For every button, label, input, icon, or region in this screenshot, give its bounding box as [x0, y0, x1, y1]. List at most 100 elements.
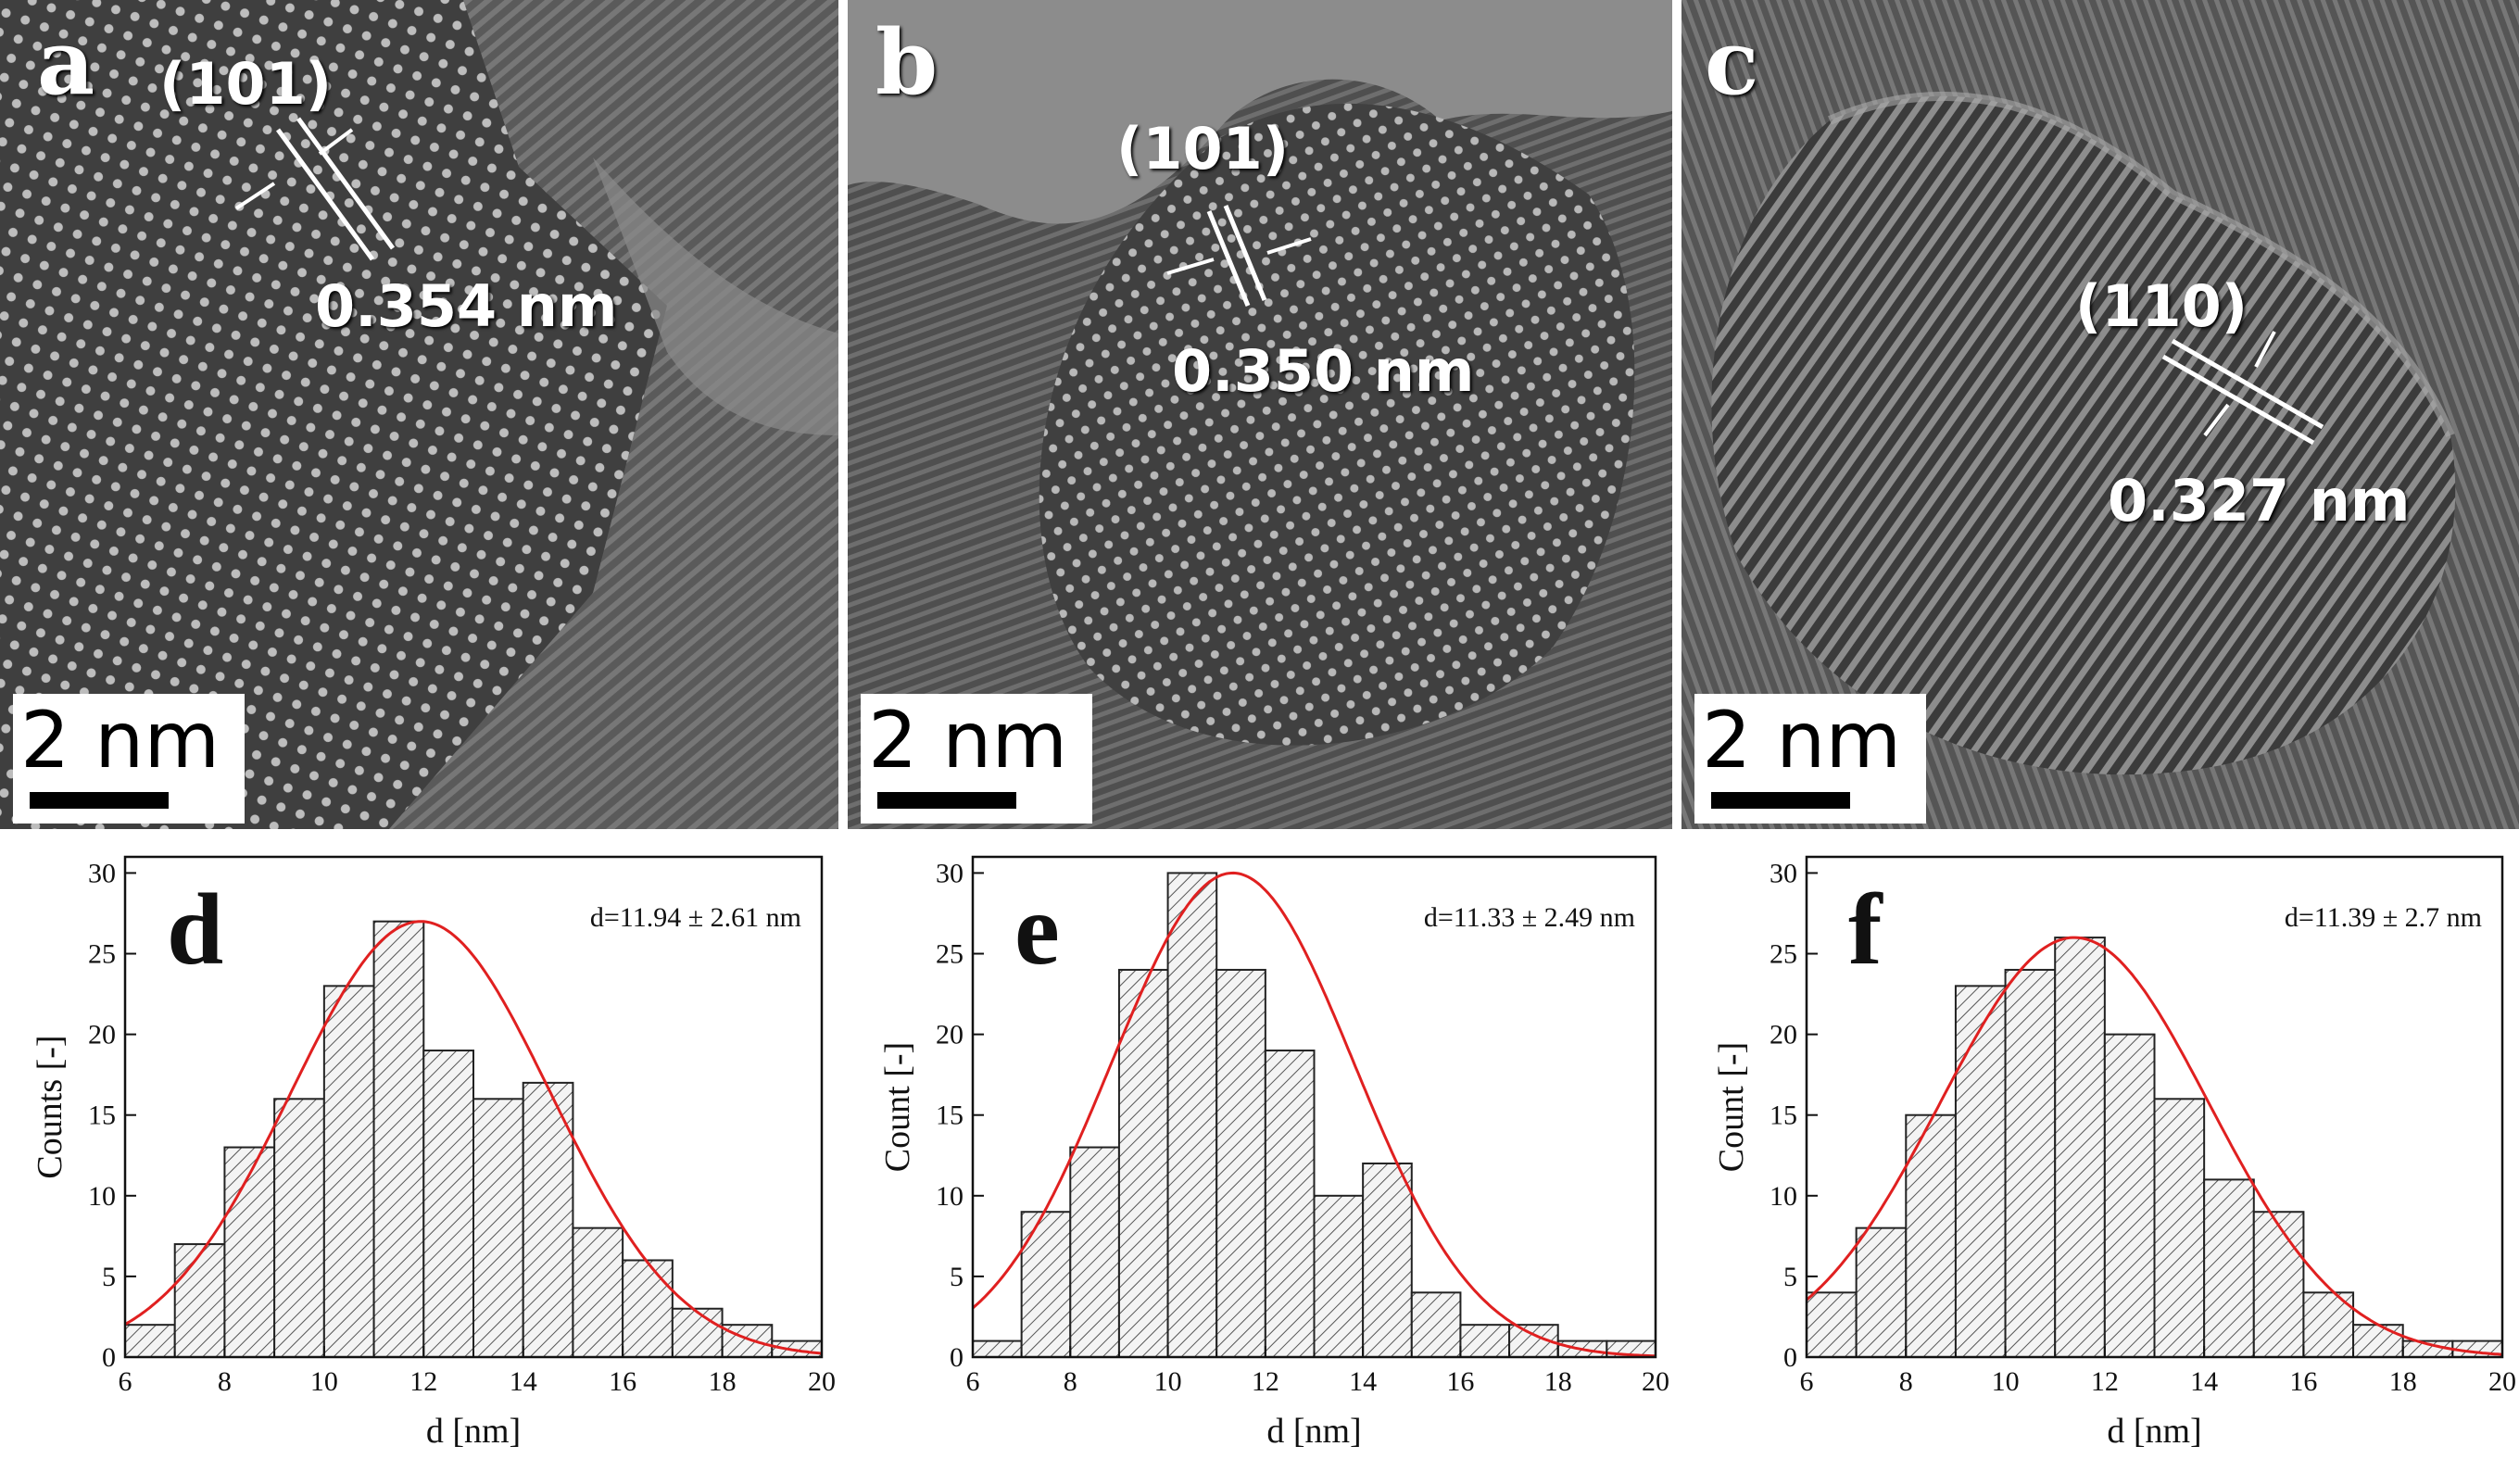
histogram-bar — [1313, 1194, 1365, 1358]
histogram-bar — [372, 920, 425, 1358]
histogram-bar — [1954, 985, 2007, 1359]
x-tick-label: 10 — [1154, 1366, 1182, 1397]
y-tick-label: 30 — [1770, 858, 1797, 888]
x-tick-label: 20 — [808, 1366, 836, 1397]
histogram-bar — [721, 1324, 774, 1359]
x-tick-label: 6 — [1800, 1366, 1814, 1397]
x-tick-label: 20 — [2488, 1366, 2516, 1397]
y-tick-label: 20 — [1770, 1020, 1797, 1050]
x-tick-label: 12 — [409, 1366, 437, 1397]
histogram-bar — [671, 1307, 724, 1359]
histogram-bar — [2054, 937, 2106, 1358]
x-tick-label: 8 — [1899, 1366, 1913, 1397]
histogram-bar — [1117, 968, 1169, 1358]
y-tick-label: 5 — [102, 1262, 116, 1292]
x-tick-label: 16 — [1446, 1366, 1474, 1397]
histogram-bar — [1410, 1291, 1462, 1358]
y-tick-label: 30 — [88, 858, 116, 888]
mean-sd-annotation: d=11.33 ± 2.49 nm — [1424, 902, 1635, 933]
y-tick-label: 0 — [950, 1342, 964, 1373]
scale-bar-line — [30, 792, 169, 809]
x-tick-label: 20 — [1642, 1366, 1669, 1397]
lattice-spacing-label: 0.350 nm — [1172, 337, 1475, 405]
x-tick-label: 10 — [1992, 1366, 2020, 1397]
tem-image-a — [0, 0, 838, 829]
scale-bar-line — [877, 792, 1016, 809]
x-axis-label: d [nm] — [1266, 1412, 1361, 1451]
scale-bar-label: 2 nm — [20, 695, 220, 786]
histogram-bar — [223, 1146, 276, 1359]
lattice-markers — [2161, 331, 2324, 446]
scale-bar: 2 nm — [1694, 694, 1926, 824]
y-tick-label: 10 — [1770, 1181, 1797, 1212]
x-tick-label: 8 — [1064, 1366, 1077, 1397]
histogram-bar — [972, 1339, 1023, 1358]
histogram-bar — [2103, 1033, 2156, 1358]
scale-bar-label: 2 nm — [1702, 695, 1902, 786]
y-tick-label: 30 — [936, 858, 964, 888]
histogram-d: 6 8 10 12 14 16 18 20 0 5 10 15 20 25 30 d [nm] Counts [… — [0, 838, 838, 1479]
gaussian-fit-curve — [1806, 936, 2503, 1356]
scale-bar-label: 2 nm — [868, 695, 1068, 786]
x-tick-label: 8 — [218, 1366, 232, 1397]
histogram-chart-d: 6 8 10 12 14 16 18 20 0 5 10 15 20 25 30 d [nm] Counts [… — [31, 855, 836, 1451]
y-tick-label: 25 — [88, 939, 116, 970]
histogram-bar — [2153, 1098, 2206, 1358]
y-tick-label: 20 — [936, 1020, 964, 1050]
panel-letter-a: a — [37, 10, 95, 115]
tem-image-b — [848, 0, 1672, 829]
lattice-plane-label: (110) — [2075, 272, 2248, 340]
y-axis-label: Count [-] — [878, 1042, 917, 1172]
y-tick-label: 25 — [1770, 939, 1797, 970]
y-tick-label: 0 — [102, 1342, 116, 1373]
x-tick-label: 14 — [510, 1366, 537, 1397]
histogram-bar — [771, 1339, 823, 1358]
x-tick-label: 14 — [1349, 1366, 1377, 1397]
y-tick-label: 5 — [1783, 1262, 1797, 1292]
histogram-f: 6 8 10 12 14 16 18 20 0 5 10 15 20 25 30 d [nm] Count [-… — [1681, 838, 2519, 1479]
histogram-bar — [2203, 1178, 2255, 1358]
histogram-bar — [1020, 1211, 1072, 1358]
panel-letter: f — [1848, 873, 1883, 986]
lattice-spacing-label: 0.327 nm — [2108, 467, 2411, 534]
tem-panel-b: b (101) 0.350 nm 2 nm — [848, 0, 1672, 829]
y-tick-label: 0 — [1783, 1342, 1797, 1373]
panel-letter: d — [167, 873, 223, 986]
histogram-bar — [173, 1243, 226, 1358]
x-tick-label: 16 — [609, 1366, 636, 1397]
tem-panel-a: a (101) 0.354 nm 2 nm — [0, 0, 838, 829]
histogram-bar — [322, 985, 375, 1359]
x-tick-label: 6 — [966, 1366, 980, 1397]
histogram-bar — [522, 1081, 574, 1358]
histogram-bar — [2252, 1211, 2305, 1358]
histogram-bar — [273, 1098, 325, 1358]
histogram-e: 6 8 10 12 14 16 18 20 0 5 10 15 20 25 30 d [nm] Count [-… — [848, 838, 1672, 1479]
histogram-bar — [472, 1098, 524, 1358]
y-axis-label: Counts [-] — [31, 1035, 69, 1178]
histogram-bar — [1069, 1146, 1120, 1359]
y-axis-label: Count [-] — [1712, 1042, 1751, 1172]
histogram-bar — [622, 1259, 674, 1358]
panel-letter-b: b — [875, 10, 938, 115]
lattice-markers — [1166, 205, 1312, 307]
y-tick-label: 15 — [936, 1100, 964, 1131]
y-tick-label: 20 — [88, 1020, 116, 1050]
histogram-bar — [124, 1324, 176, 1359]
y-tick-label: 25 — [936, 939, 964, 970]
histogram-chart-f: 6 8 10 12 14 16 18 20 0 5 10 15 20 25 30 d [nm] Count [-… — [1712, 855, 2516, 1451]
histogram-bar — [2004, 968, 2057, 1358]
mean-sd-annotation: d=11.39 ± 2.7 nm — [2285, 902, 2482, 933]
y-tick-label: 10 — [936, 1181, 964, 1212]
histogram-bar — [1362, 1162, 1413, 1358]
y-tick-label: 5 — [950, 1262, 964, 1292]
tem-image-c — [1681, 0, 2519, 829]
x-tick-label: 14 — [2190, 1366, 2218, 1397]
x-tick-label: 12 — [1252, 1366, 1279, 1397]
x-tick-label: 12 — [2091, 1366, 2119, 1397]
tem-panel-c: c (110) 0.327 nm 2 nm — [1681, 0, 2519, 829]
lattice-markers — [234, 117, 396, 261]
histogram-bar — [1459, 1324, 1511, 1359]
histogram-bar — [422, 1050, 474, 1358]
panel-letter-c: c — [1705, 10, 1759, 115]
y-tick-label: 15 — [88, 1100, 116, 1131]
